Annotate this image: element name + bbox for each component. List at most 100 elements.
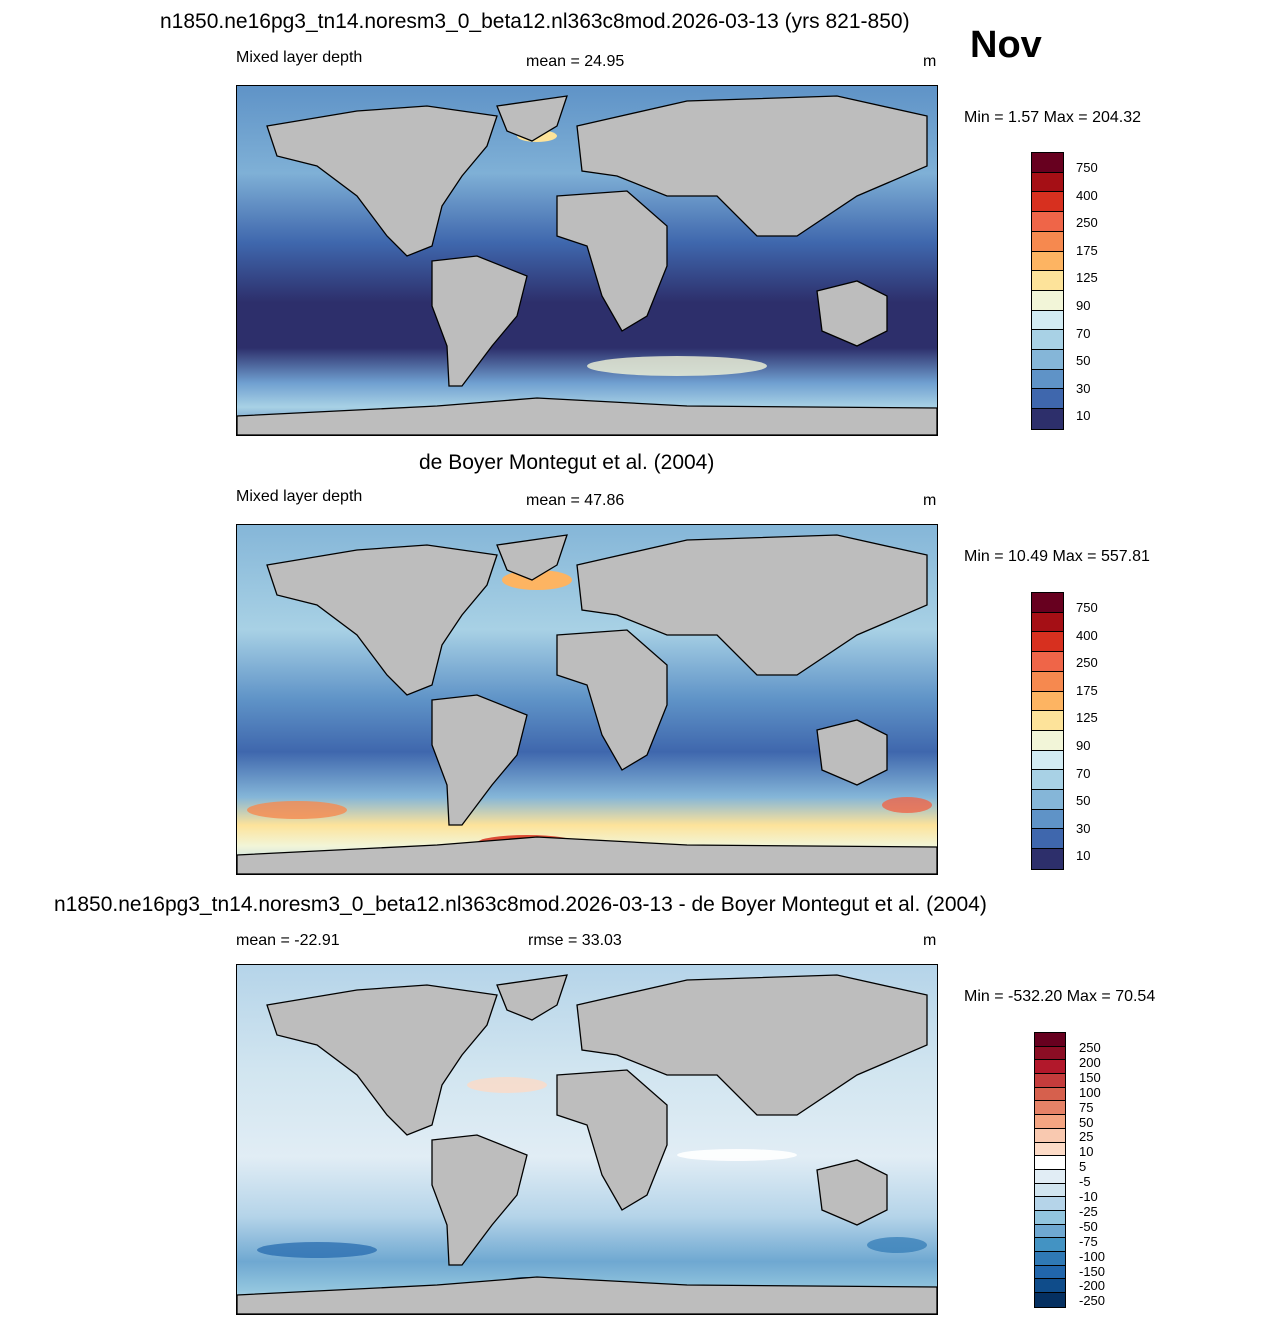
antarctica	[237, 397, 937, 435]
colorbar-tick-label: 125	[1076, 270, 1098, 286]
panel2-minmax-label: Min = 10.49 Max = 557.81	[964, 548, 1150, 565]
colorbar-tick-label: 250	[1079, 1040, 1101, 1055]
africa	[556, 629, 668, 771]
panel1-minmax-label: Min = 1.57 Max = 204.32	[964, 109, 1141, 126]
colorbar-tick-label: 100	[1079, 1084, 1101, 1100]
colorbar-tick-label: -75	[1079, 1233, 1098, 1249]
southern-ocean-highlight-east	[882, 797, 932, 813]
colorbar-swatch	[1032, 671, 1063, 692]
africa	[556, 190, 668, 332]
colorbar-swatch	[1035, 1087, 1065, 1102]
australia	[816, 280, 888, 347]
panel2-units-label: m	[923, 492, 937, 509]
greenland	[496, 534, 568, 581]
continents	[237, 974, 937, 1314]
colorbar-swatch	[1032, 691, 1063, 712]
colorbar-tick-label: 70	[1076, 325, 1091, 341]
colorbar-swatch	[1032, 409, 1063, 429]
colorbar-tick-label: 30	[1076, 820, 1091, 836]
colorbar-swatch	[1032, 829, 1063, 850]
colorbar-tick-label: 90	[1076, 738, 1091, 753]
colorbar-tick-label: 400	[1076, 187, 1098, 203]
colorbar-swatch	[1035, 1210, 1065, 1225]
colorbar-swatch	[1035, 1128, 1065, 1143]
greenland	[496, 974, 568, 1021]
colorbar-tick-label: 50	[1079, 1114, 1094, 1130]
panel3-colorbar	[1034, 1032, 1066, 1308]
south-america	[431, 694, 528, 826]
greenland	[496, 95, 568, 142]
colorbar-swatch	[1035, 1060, 1065, 1075]
colorbar-swatch	[1032, 790, 1063, 810]
colorbar-swatch	[1032, 350, 1063, 370]
colorbar-swatch	[1035, 1101, 1065, 1116]
colorbar-swatch	[1032, 271, 1063, 291]
colorbar-tick-label: 50	[1076, 793, 1091, 809]
panel1-map	[236, 85, 938, 436]
colorbar-swatch	[1032, 593, 1063, 613]
figure-title-top: n1850.ne16pg3_tn14.noresm3_0_beta12.nl36…	[160, 10, 910, 33]
colorbar-swatch	[1035, 1156, 1065, 1170]
colorbar-swatch	[1032, 809, 1063, 830]
colorbar-tick-label: 10	[1076, 848, 1091, 864]
colorbar-swatch	[1032, 612, 1063, 633]
colorbar-swatch	[1032, 172, 1063, 193]
colorbar-swatch	[1032, 251, 1063, 272]
colorbar-tick-label: 200	[1079, 1054, 1101, 1070]
colorbar-swatch	[1035, 1142, 1065, 1157]
colorbar-tick-label: 250	[1076, 655, 1098, 671]
colorbar-swatch	[1032, 231, 1063, 252]
colorbar-tick-label: -10	[1079, 1189, 1098, 1204]
colorbar-tick-label: -200	[1079, 1278, 1106, 1294]
antarctica	[237, 836, 937, 874]
colorbar-swatch	[1035, 1169, 1065, 1184]
panel2-map	[236, 524, 938, 875]
panel2-colorbar	[1031, 592, 1064, 870]
eurasia	[576, 974, 928, 1116]
colorbar-swatch	[1035, 1293, 1065, 1307]
figure-title-bottom: n1850.ne16pg3_tn14.noresm3_0_beta12.nl36…	[54, 893, 987, 916]
colorbar-tick-label: 90	[1076, 298, 1091, 313]
colorbar-tick-label: 150	[1079, 1069, 1101, 1085]
colorbar-tick-label: 25	[1079, 1129, 1094, 1145]
colorbar-tick-label: 70	[1076, 765, 1091, 781]
colorbar-swatch	[1035, 1224, 1065, 1239]
colorbar-tick-label: 50	[1076, 353, 1091, 369]
panel1-mean-label: mean = 24.95	[526, 53, 625, 70]
colorbar-swatch	[1032, 652, 1063, 672]
colorbar-tick-label: 30	[1076, 380, 1091, 396]
africa	[556, 1069, 668, 1211]
panel3-minmax-label: Min = -532.20 Max = 70.54	[964, 988, 1156, 1005]
colorbar-swatch	[1035, 1115, 1065, 1129]
south-america	[431, 255, 528, 387]
colorbar-swatch	[1032, 750, 1063, 771]
panel2-mean-label: mean = 47.86	[526, 492, 625, 509]
australia	[816, 719, 888, 786]
colorbar-swatch	[1035, 1238, 1065, 1252]
colorbar-swatch	[1035, 1074, 1065, 1088]
colorbar-swatch	[1035, 1197, 1065, 1211]
colorbar-swatch	[1032, 389, 1063, 410]
panel3-map	[236, 964, 938, 1315]
panel2-map-svg	[237, 525, 937, 874]
colorbar-tick-label: 175	[1076, 682, 1098, 698]
southern-ocean-highlight-west	[247, 801, 347, 819]
panel3-units-label: m	[923, 932, 937, 949]
colorbar-tick-label: 125	[1076, 710, 1098, 726]
continents	[237, 534, 937, 874]
australia	[816, 1159, 888, 1226]
southern-ocean-negative-west	[257, 1242, 377, 1258]
panel1-map-svg	[237, 86, 937, 435]
colorbar-swatch	[1035, 1252, 1065, 1266]
southern-ocean-highlight	[587, 356, 767, 376]
panel3-map-svg	[237, 965, 937, 1314]
colorbar-tick-label: 250	[1076, 215, 1098, 231]
colorbar-tick-label: -25	[1079, 1203, 1098, 1219]
colorbar-tick-label: 10	[1079, 1144, 1094, 1160]
panel1-colorbar	[1031, 152, 1064, 430]
colorbar-swatch	[1032, 330, 1063, 351]
figure-title-mid: de Boyer Montegut et al. (2004)	[419, 451, 715, 474]
colorbar-swatch	[1032, 632, 1063, 653]
antarctica	[237, 1276, 937, 1314]
colorbar-tick-label: -5	[1079, 1174, 1091, 1190]
